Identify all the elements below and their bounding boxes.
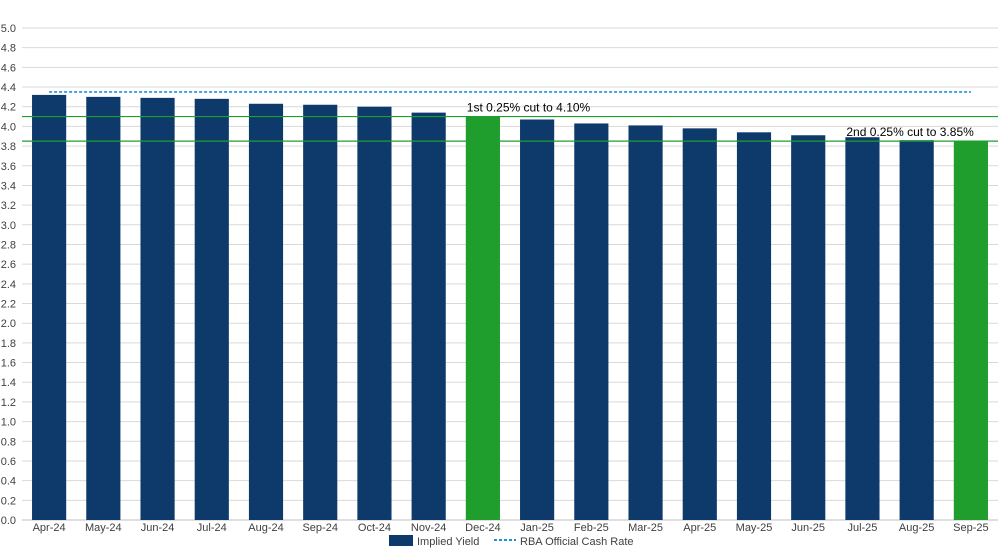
y-tick-label: 4.4	[1, 82, 16, 94]
y-tick-label: 4.8	[1, 43, 16, 55]
y-tick-label: 1.8	[1, 338, 16, 350]
legend-label-cash-rate: RBA Official Cash Rate	[520, 536, 634, 548]
bar-sep-24	[303, 104, 338, 520]
bar-oct-24	[357, 106, 392, 520]
x-axis-tick-labels: Apr-24 May-24 Jun-24 Jul-24 Aug-24 Sep-24 Oct-…	[33, 522, 989, 534]
y-tick-label: 4.0	[1, 121, 16, 133]
x-tick-label: Aug-25	[899, 522, 934, 534]
x-tick-label: Apr-25	[683, 522, 716, 534]
x-tick-label: Feb-25	[574, 522, 609, 534]
legend-label-implied-yield: Implied Yield	[417, 536, 479, 548]
x-tick-label: Jun-25	[791, 522, 825, 534]
gridlines	[22, 27, 998, 521]
bar-dec-24	[465, 116, 500, 520]
x-tick-label: Dec-24	[465, 522, 500, 534]
y-tick-label: 5.0	[1, 23, 16, 35]
x-tick-label: Oct-24	[358, 522, 391, 534]
bar-aug-25	[899, 140, 934, 520]
x-tick-label: Jul-25	[847, 522, 877, 534]
bar-may-24	[86, 96, 121, 520]
bar-jul-24	[194, 98, 229, 521]
bar-aug-24	[248, 103, 284, 520]
bar-sep-25	[953, 141, 988, 520]
y-tick-label: 2.2	[1, 299, 16, 311]
x-tick-label: May-25	[736, 522, 773, 534]
annotation-cut-1: 1st 0.25% cut to 4.10%	[467, 101, 591, 115]
y-axis-tick-labels: 0.0 0.2 0.4 0.6 0.8 1.0 1.2 1.4 1.6 1.8 2.0 2.2 2.4 2…	[1, 23, 16, 527]
bar-series	[32, 94, 988, 521]
reference-lines: 1st 0.25% cut to 4.10% 2nd 0.25% cut to 3…	[22, 101, 998, 142]
y-tick-label: 2.0	[1, 318, 16, 330]
y-tick-label: 1.6	[1, 358, 16, 370]
y-tick-label: 3.8	[1, 141, 16, 153]
bar-apr-25	[682, 128, 717, 521]
legend-swatch-implied-yield	[389, 535, 413, 546]
y-tick-label: 0.4	[1, 476, 16, 488]
bar-feb-25	[574, 123, 609, 520]
y-tick-label: 2.4	[1, 279, 16, 291]
x-tick-label: Sep-25	[953, 522, 988, 534]
bar-jan-25	[520, 119, 555, 521]
bar-mar-25	[628, 125, 663, 520]
y-tick-label: 1.4	[1, 377, 16, 389]
x-tick-label: Sep-24	[302, 522, 337, 534]
y-tick-label: 3.0	[1, 220, 16, 232]
annotation-cut-2: 2nd 0.25% cut to 3.85%	[846, 125, 974, 139]
x-tick-label: Jul-24	[197, 522, 227, 534]
x-tick-label: Jun-24	[141, 522, 175, 534]
legend: Implied Yield RBA Official Cash Rate	[389, 535, 634, 548]
y-tick-label: 0.0	[1, 515, 16, 527]
bar-nov-24	[411, 112, 446, 521]
y-tick-label: 1.0	[1, 417, 16, 429]
y-tick-label: 3.2	[1, 200, 16, 212]
y-tick-label: 4.6	[1, 62, 16, 74]
x-tick-label: May-24	[85, 522, 122, 534]
y-tick-label: 0.6	[1, 456, 16, 468]
y-tick-label: 1.2	[1, 397, 16, 409]
bar-jun-25	[791, 135, 826, 521]
bar-jul-25	[845, 137, 880, 520]
y-tick-label: 0.2	[1, 495, 16, 507]
bar-apr-24	[32, 94, 67, 521]
x-tick-label: Apr-24	[33, 522, 66, 534]
x-tick-label: Nov-24	[411, 522, 446, 534]
y-tick-label: 4.2	[1, 102, 16, 114]
x-tick-label: Mar-25	[628, 522, 663, 534]
x-tick-label: Jan-25	[520, 522, 554, 534]
x-tick-label: Aug-24	[248, 522, 283, 534]
y-tick-label: 2.6	[1, 259, 16, 271]
y-tick-label: 3.4	[1, 180, 16, 192]
y-tick-label: 2.8	[1, 239, 16, 251]
y-tick-label: 0.8	[1, 436, 16, 448]
bar-jun-24	[140, 97, 175, 520]
y-tick-label: 3.6	[1, 161, 16, 173]
bar-may-25	[736, 132, 772, 520]
